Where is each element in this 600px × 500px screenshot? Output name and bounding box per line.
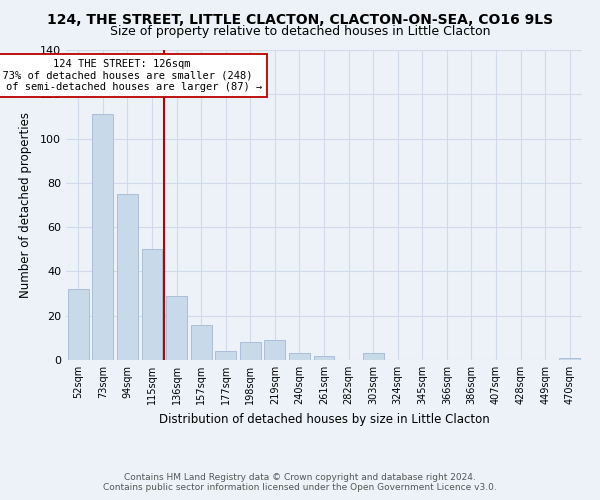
Bar [142,250,163,360]
Text: Contains HM Land Registry data © Crown copyright and database right 2024.
Contai: Contains HM Land Registry data © Crown c… [103,473,497,492]
Text: Size of property relative to detached houses in Little Clacton: Size of property relative to detached ho… [110,25,490,38]
Text: 124 THE STREET: 126sqm
← 73% of detached houses are smaller (248)
26% of semi-de: 124 THE STREET: 126sqm ← 73% of detached… [0,59,262,92]
Bar [314,356,334,360]
Bar [240,342,261,360]
Bar [117,194,138,360]
Bar [362,354,383,360]
Bar [166,296,187,360]
Bar [92,114,113,360]
X-axis label: Distribution of detached houses by size in Little Clacton: Distribution of detached houses by size … [158,412,490,426]
Bar [265,340,286,360]
Bar [559,358,580,360]
Bar [215,351,236,360]
Bar [289,354,310,360]
Y-axis label: Number of detached properties: Number of detached properties [19,112,32,298]
Bar [191,324,212,360]
Bar [68,289,89,360]
Text: 124, THE STREET, LITTLE CLACTON, CLACTON-ON-SEA, CO16 9LS: 124, THE STREET, LITTLE CLACTON, CLACTON… [47,12,553,26]
